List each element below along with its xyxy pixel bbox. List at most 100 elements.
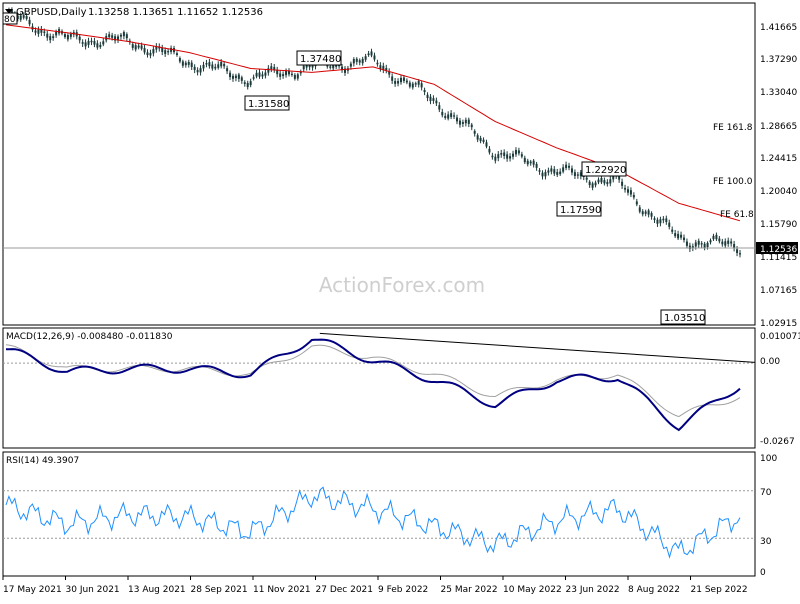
candle-body [461, 122, 464, 124]
pivot-label: 1.17590 [560, 205, 601, 216]
candle-body [84, 42, 87, 47]
candle-body [229, 72, 232, 78]
candle-body [199, 68, 202, 73]
candle-body [311, 64, 314, 68]
candle-body [99, 44, 102, 48]
candle-body [629, 190, 632, 195]
candle-body [78, 36, 81, 41]
candle-body [456, 117, 459, 122]
candle-body [296, 74, 299, 79]
candle-body [352, 59, 355, 64]
candle-body [565, 164, 568, 169]
candle-body [414, 83, 417, 85]
candle-body [181, 61, 184, 66]
candle-body [644, 211, 647, 214]
candle-body [426, 94, 429, 99]
candle-body [547, 170, 550, 173]
candle-body [122, 32, 125, 37]
candle-body [721, 241, 724, 245]
corner-label: 80 [4, 15, 16, 25]
candle-body [432, 98, 435, 101]
candle-body [579, 172, 582, 177]
candle-body [285, 71, 288, 76]
candle-body [243, 82, 246, 84]
candle-body [479, 137, 482, 142]
candle-body [391, 76, 394, 81]
candle-body [706, 242, 709, 248]
candle-body [329, 66, 332, 68]
candle-body [240, 77, 243, 81]
candle-body [538, 170, 541, 172]
x-tick-label: 25 Mar 2022 [441, 585, 498, 595]
candle-body [170, 47, 173, 52]
candle-body [727, 240, 730, 244]
candle-body [81, 42, 84, 44]
candle-body [680, 234, 683, 238]
candle-body [134, 45, 137, 50]
candle-body [402, 77, 405, 81]
candle-body [261, 74, 264, 77]
candle-body [556, 172, 559, 175]
fe-labels: FE 161.8 FE 100.0 FE 61.8 [713, 123, 754, 220]
candle-body [102, 41, 105, 45]
candle-body [400, 77, 403, 83]
candle-body [694, 242, 697, 247]
candle-body [441, 111, 444, 116]
candle-body [119, 34, 122, 37]
candle-body [494, 156, 497, 161]
price-panel-frame [2, 2, 756, 326]
x-tick-label: 8 Aug 2022 [628, 585, 680, 595]
candle-body [146, 52, 149, 56]
fe-label: FE 100.0 [713, 177, 753, 187]
candle-body [626, 189, 629, 193]
candle-body [87, 40, 90, 45]
candle-body [193, 66, 196, 70]
candle-body [647, 210, 650, 215]
candle-body [355, 58, 358, 62]
ohlc-values: 1.13258 1.13651 1.11652 1.12536 [88, 7, 263, 18]
current-price-label: 1.12536 [760, 245, 797, 255]
macd-tick: 0.010071 [760, 332, 800, 342]
collapse-arrow-icon[interactable] [5, 9, 13, 14]
candle-body [624, 187, 627, 190]
candle-body [553, 169, 556, 174]
candle-body [576, 174, 579, 176]
candle-body [700, 243, 703, 245]
candle-body [444, 115, 447, 118]
candle-body [715, 234, 718, 240]
candle-body [184, 62, 187, 66]
candle-body [544, 172, 547, 177]
candle-body [46, 33, 49, 38]
candle-body [234, 75, 237, 79]
candle-body [541, 172, 544, 177]
candle-body [458, 120, 461, 125]
candle-body [523, 157, 526, 163]
candle-body [417, 80, 420, 85]
candle-body [656, 219, 659, 224]
candle-body [685, 241, 688, 246]
candle-body [96, 43, 99, 48]
candle-body [49, 36, 52, 41]
candle-body [470, 124, 473, 128]
candle-body [143, 48, 146, 53]
candle-body [697, 240, 700, 245]
candle-body [293, 75, 296, 79]
rsi-tick: 0 [760, 568, 766, 578]
candle-body [16, 15, 19, 19]
candle-body [131, 44, 134, 48]
candle-body [520, 154, 523, 157]
candle-body [473, 130, 476, 134]
candle-body [668, 222, 671, 227]
candle-body [270, 66, 273, 69]
candle-body [718, 238, 721, 242]
candle-body [25, 16, 28, 19]
x-tick-label: 27 Dec 2021 [316, 585, 374, 595]
candle-body [279, 73, 282, 77]
candle-body [343, 68, 346, 73]
candle-body [736, 249, 739, 254]
candle-body [217, 64, 220, 68]
candle-body [214, 66, 217, 69]
candle-body [237, 74, 240, 79]
candle-body [373, 55, 376, 60]
rsi-label: RSI(14) 49.3907 [6, 456, 79, 466]
